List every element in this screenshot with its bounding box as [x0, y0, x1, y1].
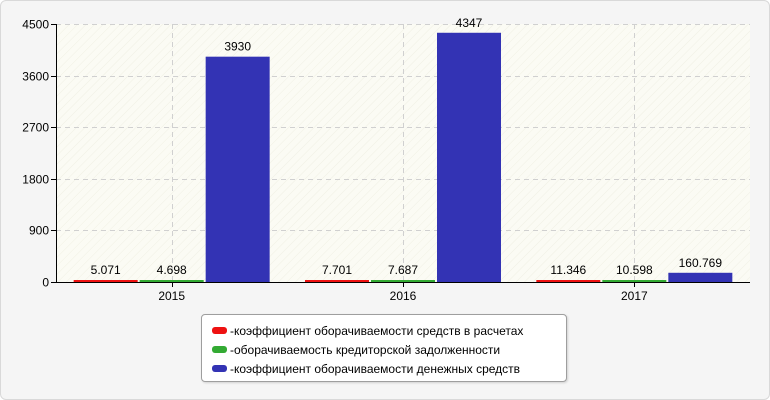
- labels: 0 900 1800 2700 3600 4500 5.071 4.698 3930 2015 7.…: [22, 16, 722, 303]
- y-tick-label: 2700: [22, 121, 49, 135]
- y-tick-label: 900: [29, 224, 49, 238]
- data-label: 3930: [224, 40, 251, 54]
- bar: [73, 280, 138, 282]
- y-tick-label: 0: [42, 276, 49, 290]
- bar: [536, 280, 601, 282]
- bar: [371, 280, 435, 282]
- data-label: 4347: [456, 16, 483, 30]
- legend-prefix: -: [230, 323, 234, 338]
- bars: [73, 32, 733, 283]
- bar: [437, 32, 501, 282]
- legend-label: оборачиваемость кредиторской задолженнос…: [234, 342, 501, 357]
- legend-label: коэффициент оборачиваемости средств в ра…: [234, 323, 524, 338]
- axes: [51, 24, 750, 287]
- legend-swatch: [212, 365, 227, 372]
- legend-swatch: [212, 346, 227, 353]
- y-tick-label: 4500: [22, 18, 49, 32]
- data-label: 7.687: [388, 263, 418, 277]
- bar: [139, 280, 204, 282]
- data-label: 160.769: [679, 256, 723, 270]
- legend-item: - коэффициент оборачиваемости денежных с…: [212, 359, 566, 378]
- legend-label: коэффициент оборачиваемости денежных сре…: [234, 361, 521, 376]
- data-label: 10.598: [616, 263, 653, 277]
- grid-lines: [56, 24, 750, 282]
- bar: [668, 272, 733, 282]
- legend-item: - оборачиваемость кредиторской задолженн…: [212, 340, 566, 359]
- y-tick-label: 3600: [22, 70, 49, 84]
- data-label: 7.701: [322, 263, 352, 277]
- legend: - коэффициент оборачиваемости средств в …: [201, 314, 567, 382]
- bar: [305, 280, 369, 282]
- x-tick-label: 2015: [158, 289, 185, 303]
- x-tick-label: 2017: [621, 289, 648, 303]
- data-label: 11.346: [550, 263, 586, 277]
- bar: [602, 280, 667, 282]
- legend-swatch: [212, 327, 227, 334]
- legend-prefix: -: [230, 361, 234, 376]
- x-tick-label: 2016: [390, 289, 417, 303]
- data-label: 5.071: [91, 263, 121, 277]
- bar: [205, 56, 270, 283]
- legend-item: - коэффициент оборачиваемости средств в …: [212, 321, 566, 340]
- data-label: 4.698: [157, 263, 187, 277]
- legend-prefix: -: [230, 342, 234, 357]
- y-tick-label: 1800: [22, 173, 49, 187]
